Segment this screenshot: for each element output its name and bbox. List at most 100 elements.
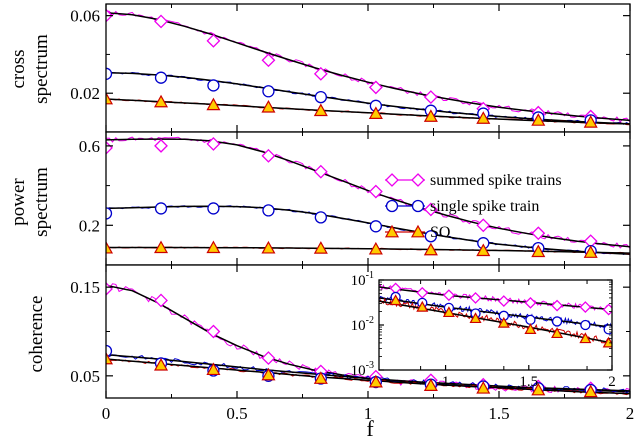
power-y-tick-label: 0.6	[79, 137, 100, 156]
coherence-inset-so-marker-6	[551, 327, 564, 339]
power-ylabel-line2: spectrum	[31, 167, 52, 237]
coherence-inset-single-marker-6	[551, 316, 563, 327]
power-y-tick-label: 0.2	[79, 216, 100, 235]
cross-single-marker-2	[207, 79, 220, 92]
cross-so-marker-0	[106, 91, 114, 105]
coherence-inset-so-marker-4	[497, 316, 510, 328]
power-so-marker-1	[154, 240, 169, 254]
coherence-so-marker-3	[261, 367, 276, 381]
coherence-inset-so-theory-line	[379, 300, 612, 344]
cross-summed-marker-4	[313, 66, 328, 81]
coherence-inset-so-marker-3	[469, 312, 482, 324]
power-summed-marker-7	[476, 218, 491, 233]
coherence-inset-single-marker-5	[525, 314, 536, 326]
coherence-inset-summed-marker-3	[469, 291, 482, 304]
coherence-inset-x-tick-label: 2	[608, 374, 616, 390]
coherence-summed-marker-2	[206, 324, 221, 339]
power-single-marker-5	[369, 220, 383, 233]
legend-marker-left	[385, 173, 399, 187]
power-so-marker-0	[106, 240, 114, 254]
coherence-inset-plot-background	[379, 280, 612, 370]
power-so-marker-4	[313, 241, 328, 254]
coherence-inset-so-marker-1	[416, 300, 429, 312]
cross-single-marker-3	[262, 85, 275, 98]
coherence-ylabel: coherence	[26, 296, 47, 373]
power-so-marker-3	[261, 240, 276, 254]
coherence-x-tick-label: 2	[626, 404, 634, 423]
coherence-inset-so-marker-5	[524, 323, 537, 334]
coherence-inset-summed-marker-4	[497, 295, 510, 308]
coherence-summed-marker-3	[261, 351, 276, 366]
coherence-y-tick-label: 0.15	[70, 278, 100, 297]
coherence-inset-so-marker-0	[389, 294, 402, 306]
cross-ylabel-line1: cross	[8, 49, 29, 88]
cross-data	[106, 8, 630, 128]
coherence-so-marker-1	[154, 357, 169, 371]
power-summed-marker-4	[313, 164, 328, 179]
cross-so-marker-3	[261, 99, 276, 113]
cross-so-marker-7	[476, 111, 491, 124]
cross-so-marker-5	[368, 106, 383, 119]
coherence-x-tick-label: 0	[102, 404, 111, 423]
legend-marker-left	[385, 199, 399, 213]
cross-so-marker-2	[206, 97, 221, 111]
cross-summed-marker-1	[154, 14, 168, 29]
coherence-inset-y-tick-label: 10-2	[351, 315, 374, 334]
power-so-marker-7	[476, 243, 491, 257]
coherence-inset-summed-marker-2	[442, 289, 455, 302]
power-single-marker-0	[106, 207, 113, 220]
coherence-inset-summed-marker-8	[602, 303, 612, 316]
power-summed-marker-5	[368, 184, 383, 199]
power-spectrum-panel: 0.2 0.6	[79, 131, 631, 266]
legend-label: SO	[430, 224, 450, 241]
coherence-single-marker-0	[106, 344, 113, 358]
power-so-marker-8	[531, 244, 546, 258]
cross-summed-marker-5	[368, 80, 383, 95]
cross-summed-marker-2	[206, 33, 221, 48]
coherence-inset-panel: 10-3 10-2 10-1 1 1.5 2	[351, 270, 616, 390]
cross-single-marker-1	[154, 71, 168, 84]
coherence-inset-x-tick-label: 1.5	[519, 374, 538, 390]
cross-so-marker-6	[423, 109, 438, 122]
coherence-so-marker-8	[531, 382, 546, 396]
power-single-marker-1	[154, 202, 168, 215]
cross-so-marker-4	[313, 103, 328, 117]
coherence-inset-summed-marker-6	[551, 299, 563, 312]
coherence-inset-summed-marker-7	[579, 301, 592, 314]
coherence-inset-y-tick-label: 10-1	[351, 270, 374, 289]
power-so-marker-5	[368, 241, 383, 255]
cross-so-marker-1	[154, 94, 169, 108]
power-data	[106, 136, 630, 258]
coherence-inset-single-theory-line	[379, 297, 612, 328]
power-so-marker-6	[423, 242, 438, 256]
coherence-so-marker-7	[476, 381, 491, 394]
coherence-so-marker-9	[583, 384, 598, 398]
legend-marker-right	[411, 173, 425, 187]
coherence-inset-so-marker-2	[442, 306, 455, 318]
coherence-x-tick-label: 1.5	[488, 404, 509, 423]
legend-marker-right	[410, 224, 426, 238]
power-single-marker-2	[207, 202, 220, 215]
cross-y-tick-label: 0.06	[70, 7, 100, 26]
coherence-inset-data	[379, 282, 612, 348]
cross-so-marker-8	[531, 113, 546, 126]
legend-label: single spike train	[430, 198, 539, 215]
coherence-y-tick-label: 0.05	[70, 367, 100, 386]
power-so-marker-2	[206, 240, 221, 254]
coherence-inset-summed-marker-5	[524, 296, 537, 309]
coherence-so-marker-0	[106, 351, 114, 365]
cross-summed-marker-6	[423, 90, 438, 105]
cross-y-tick-label: 0.02	[70, 84, 100, 103]
cross-single-marker-4	[314, 90, 327, 104]
coherence-data	[106, 282, 630, 398]
cross-ylabel-line2: spectrum	[31, 34, 52, 104]
coherence-inset-summed-theory-line	[379, 286, 612, 311]
power-summed-marker-1	[154, 138, 168, 153]
cross-so-marker-9	[583, 115, 598, 128]
cross-summed-marker-3	[261, 53, 276, 68]
coherence-so-marker-4	[313, 371, 328, 384]
power-single-marker-3	[262, 204, 275, 217]
power-plot-background	[106, 132, 630, 265]
coherence-summed-marker-1	[154, 293, 168, 308]
